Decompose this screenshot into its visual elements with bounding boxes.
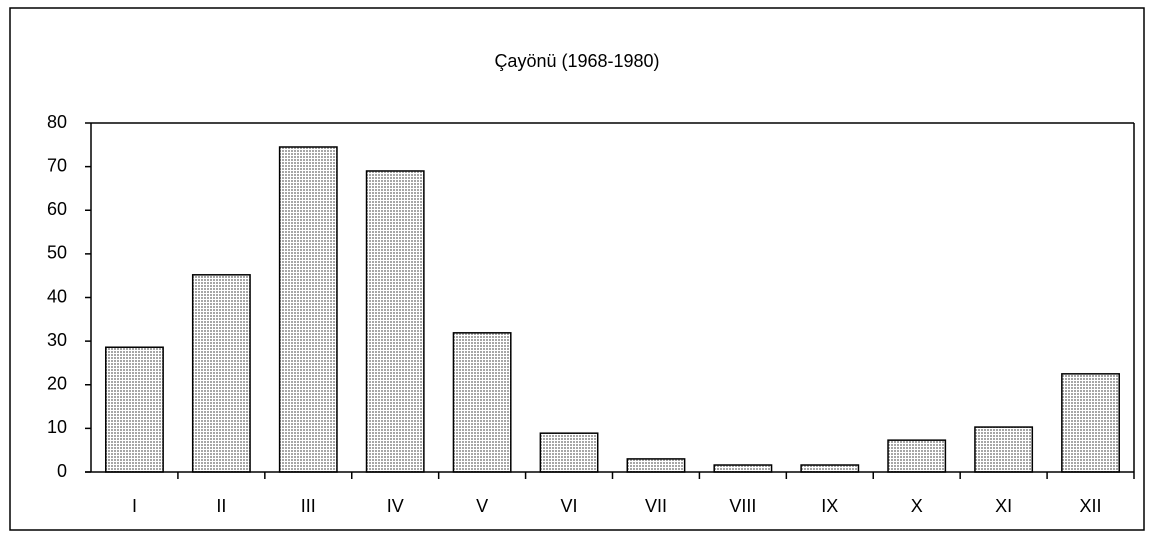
bar (887, 439, 947, 473)
chart-title: Çayönü (1968-1980) (494, 51, 659, 71)
bar (974, 426, 1034, 473)
y-tick-label: 70 (47, 155, 67, 175)
x-tick-label: V (476, 496, 488, 516)
y-tick-label: 60 (47, 199, 67, 219)
y-tick-label: 50 (47, 243, 67, 263)
x-tick-label: XI (995, 496, 1012, 516)
x-tick-label: I (132, 496, 137, 516)
bar (365, 170, 425, 473)
x-tick-label: VII (645, 496, 667, 516)
y-tick-label: 0 (57, 461, 67, 481)
y-tick-label: 10 (47, 417, 67, 437)
x-tick-label: XII (1080, 496, 1102, 516)
bar (626, 458, 686, 473)
bar (105, 346, 164, 473)
bar (539, 432, 599, 473)
bar (278, 146, 338, 473)
x-tick-label: VIII (729, 496, 756, 516)
x-tick-label: II (216, 496, 226, 516)
y-tick-label: 40 (47, 286, 67, 306)
y-tick-label: 20 (47, 374, 67, 394)
x-tick-label: X (911, 496, 923, 516)
x-tick-label: IV (387, 496, 404, 516)
bar (191, 274, 251, 473)
x-tick-label: VI (561, 496, 578, 516)
bar (1061, 373, 1120, 473)
y-tick-label: 80 (47, 112, 67, 132)
bar (713, 464, 773, 473)
x-tick-label: IX (821, 496, 838, 516)
bar (452, 332, 512, 473)
x-tick-label: III (301, 496, 316, 516)
bar (800, 464, 860, 473)
y-tick-label: 30 (47, 330, 67, 350)
